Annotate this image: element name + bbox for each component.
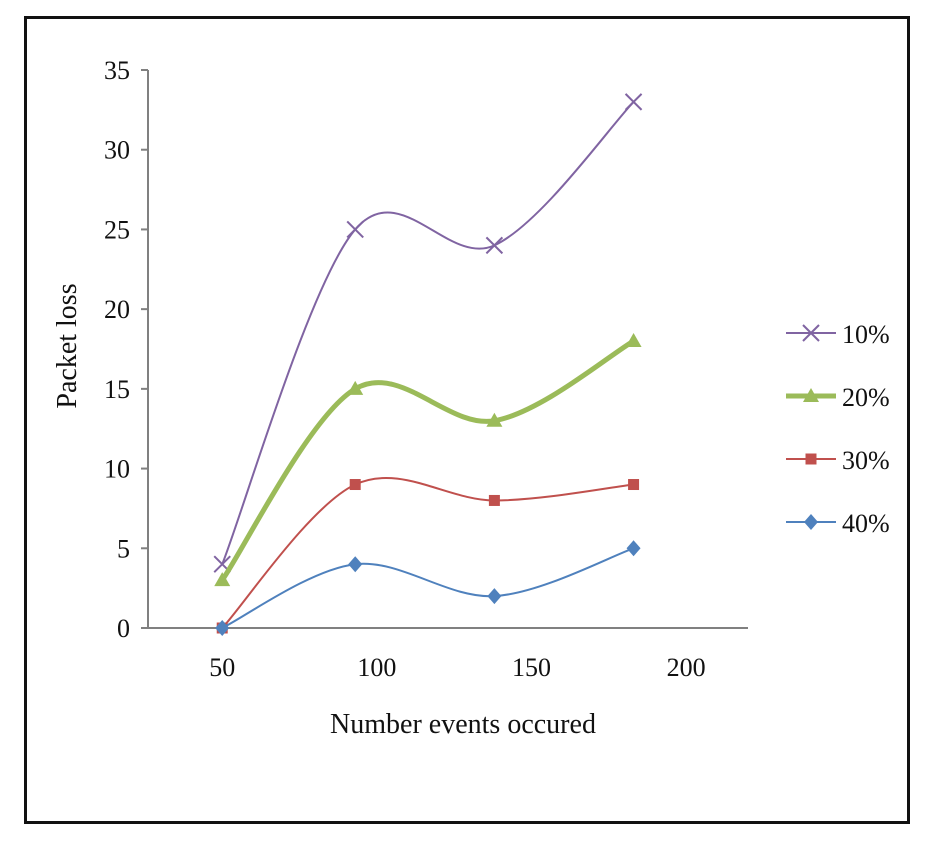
x-tick-label: 150 xyxy=(512,653,551,682)
series-line-30pct xyxy=(221,476,634,629)
legend-item-10pct: 10% xyxy=(786,320,890,349)
legend: 10% 20% 30% 40% xyxy=(786,320,890,538)
series-40pct xyxy=(215,540,641,636)
y-tick-label: 25 xyxy=(104,215,130,244)
y-axis-title: Packet loss xyxy=(52,283,83,408)
y-tick-label: 10 xyxy=(104,455,130,484)
x-tick-label: 200 xyxy=(667,653,706,682)
legend-item-20pct: 20% xyxy=(786,383,890,412)
data-point-40pct xyxy=(626,540,641,557)
data-point-10pct xyxy=(624,93,643,111)
series-layer xyxy=(213,93,643,636)
y-tick-label: 35 xyxy=(104,56,130,85)
series-30pct xyxy=(216,476,640,634)
series-20pct xyxy=(214,333,642,587)
legend-label: 10% xyxy=(842,320,890,349)
legend-item-30pct: 30% xyxy=(786,446,890,475)
data-point-40pct xyxy=(215,620,230,636)
y-tick-label: 15 xyxy=(104,375,130,404)
series-line-10pct xyxy=(221,101,635,565)
y-tick-label: 20 xyxy=(104,295,130,324)
series-10pct xyxy=(213,93,643,573)
data-point-20pct xyxy=(214,572,231,587)
data-point-30pct xyxy=(628,479,640,491)
series-line-20pct xyxy=(220,338,635,582)
legend-label: 20% xyxy=(842,383,890,412)
data-point-30pct xyxy=(349,479,361,491)
data-point-20pct xyxy=(347,380,364,395)
x-tick-label: 100 xyxy=(357,653,396,682)
legend-label: 40% xyxy=(842,509,890,538)
data-point-20pct xyxy=(486,412,503,427)
x-tick-label: 50 xyxy=(209,653,235,682)
y-tick-label: 30 xyxy=(104,136,130,165)
legend-item-40pct: 40% xyxy=(786,509,890,538)
legend-marker xyxy=(805,453,817,465)
legend-label: 30% xyxy=(842,446,890,475)
data-point-40pct xyxy=(487,588,502,605)
y-tick-label: 0 xyxy=(117,614,130,643)
data-point-10pct xyxy=(485,236,504,255)
data-point-10pct xyxy=(346,220,364,239)
x-axis-title: Number events occured xyxy=(330,709,596,740)
legend-marker xyxy=(803,388,819,402)
legend-marker xyxy=(804,514,818,530)
data-point-40pct xyxy=(348,556,363,573)
y-tick-label: 5 xyxy=(117,534,130,563)
series-line-40pct xyxy=(221,547,634,629)
legend-marker xyxy=(802,324,820,342)
data-point-20pct xyxy=(625,333,642,348)
axes: 0 5 10 15 20 25 30 35 50 100 150 200 xyxy=(104,56,748,682)
data-point-30pct xyxy=(488,494,500,506)
